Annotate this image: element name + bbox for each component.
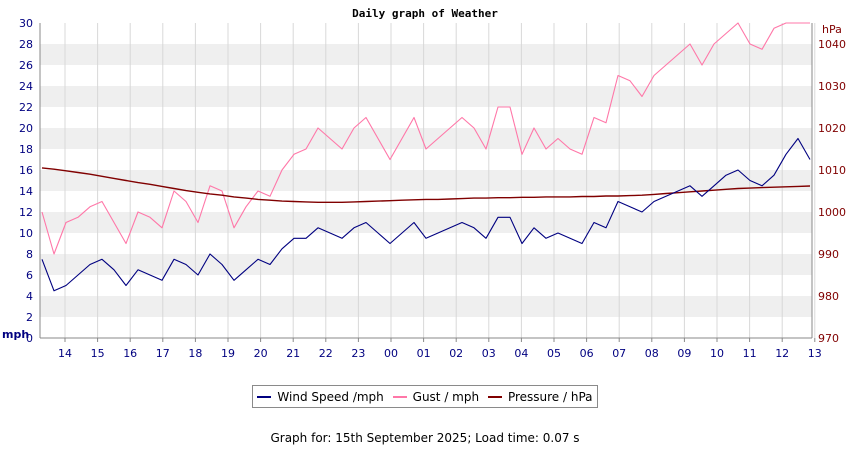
left-tick-label: 4 bbox=[26, 290, 33, 303]
x-tick-label: 20 bbox=[254, 347, 268, 360]
axes bbox=[39, 23, 813, 339]
left-tick-label: 0 bbox=[26, 332, 33, 345]
legend-label-wind: Wind Speed /mph bbox=[277, 389, 384, 404]
left-tick-label: 6 bbox=[26, 269, 33, 282]
vertical-grid bbox=[64, 23, 816, 342]
left-tick-label: 18 bbox=[19, 143, 33, 156]
x-tick-label: 11 bbox=[743, 347, 757, 360]
x-tick-label: 05 bbox=[547, 347, 561, 360]
legend-label-gust: Gust / mph bbox=[412, 389, 480, 404]
x-tick-label: 15 bbox=[91, 347, 105, 360]
right-tick-label: 980 bbox=[818, 290, 839, 303]
right-axis-unit: hPa bbox=[822, 23, 842, 36]
legend-item-gust: Gust / mph bbox=[392, 389, 480, 404]
x-tick-label: 23 bbox=[351, 347, 365, 360]
right-tick-label: 970 bbox=[818, 332, 839, 345]
left-tick-label: 20 bbox=[19, 122, 33, 135]
x-tick-label: 09 bbox=[677, 347, 691, 360]
x-tick-label: 08 bbox=[645, 347, 659, 360]
x-tick-label: 10 bbox=[710, 347, 724, 360]
footer-status: Graph for: 15th September 2025; Load tim… bbox=[270, 431, 580, 445]
axis-labels: 14 15 16 17 18 19 20 21 22 23 00 01 02 03 04 05 06 07 08 09… bbox=[19, 17, 846, 360]
x-tick-label: 03 bbox=[482, 347, 496, 360]
x-tick-label: 01 bbox=[417, 347, 431, 360]
legend-swatch-pressure bbox=[487, 395, 502, 398]
x-tick-label: 14 bbox=[58, 347, 72, 360]
right-tick-label: 1020 bbox=[818, 122, 846, 135]
right-tick-label: 1000 bbox=[818, 206, 846, 219]
x-tick-label: 21 bbox=[286, 347, 300, 360]
x-tick-label: 02 bbox=[449, 347, 463, 360]
x-tick-label: 12 bbox=[775, 347, 789, 360]
grid-band bbox=[40, 128, 812, 149]
legend-swatch-gust bbox=[392, 395, 407, 398]
grid-bands bbox=[40, 23, 812, 338]
right-tick-label: 1040 bbox=[818, 38, 846, 51]
series-layer bbox=[41, 22, 811, 292]
grid-band bbox=[40, 86, 812, 107]
grid-band bbox=[40, 170, 812, 191]
legend-item-wind: Wind Speed /mph bbox=[257, 389, 384, 404]
x-tick-label: 17 bbox=[156, 347, 170, 360]
x-tick-label: 06 bbox=[580, 347, 594, 360]
x-tick-label: 16 bbox=[123, 347, 137, 360]
x-tick-label: 13 bbox=[808, 347, 822, 360]
left-tick-label: 10 bbox=[19, 227, 33, 240]
legend-swatch-wind bbox=[257, 395, 272, 398]
right-tick-label: 990 bbox=[818, 248, 839, 261]
x-tick-label: 04 bbox=[514, 347, 528, 360]
series-line-wind bbox=[41, 137, 811, 292]
left-tick-label: 26 bbox=[19, 59, 33, 72]
series-line-gust bbox=[41, 22, 810, 255]
left-tick-label: 16 bbox=[19, 164, 33, 177]
x-tick-label: 22 bbox=[319, 347, 333, 360]
right-tick-label: 1010 bbox=[818, 164, 846, 177]
weather-chart: 14 15 16 17 18 19 20 21 22 23 00 01 02 03 04 05 06 07 08 09… bbox=[2, 7, 846, 360]
x-tick-label: 18 bbox=[188, 347, 202, 360]
x-tick-label: 00 bbox=[384, 347, 398, 360]
legend: Wind Speed /mph Gust / mph Pressure / hP… bbox=[252, 385, 598, 408]
left-tick-label: 30 bbox=[19, 17, 33, 30]
grid-band bbox=[40, 296, 812, 317]
legend-item-pressure: Pressure / hPa bbox=[487, 389, 593, 404]
left-tick-label: 8 bbox=[26, 248, 33, 261]
left-tick-label: 24 bbox=[19, 80, 33, 93]
left-tick-label: 14 bbox=[19, 185, 33, 198]
chart-title: Daily graph of Weather bbox=[352, 7, 498, 20]
grid-band bbox=[40, 254, 812, 275]
left-tick-label: 28 bbox=[19, 38, 33, 51]
right-tick-label: 1030 bbox=[818, 80, 846, 93]
left-tick-label: 22 bbox=[19, 101, 33, 114]
left-axis-unit: mph bbox=[2, 328, 29, 341]
legend-label-pressure: Pressure / hPa bbox=[507, 389, 593, 404]
x-tick-label: 19 bbox=[221, 347, 235, 360]
x-tick-label: 07 bbox=[612, 347, 626, 360]
series-line-pressure bbox=[41, 167, 811, 204]
left-tick-label: 12 bbox=[19, 206, 33, 219]
left-tick-label: 2 bbox=[26, 311, 33, 324]
